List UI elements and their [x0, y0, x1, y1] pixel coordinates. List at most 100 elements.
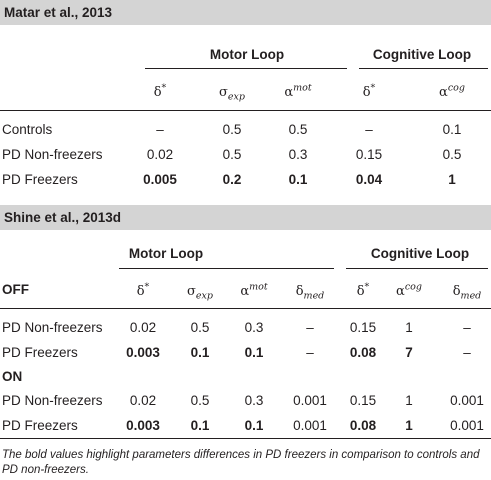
study1-cell: 1	[448, 172, 456, 187]
study2-header-4-superscript: *	[364, 281, 370, 293]
study1-header-2-superscript: mot	[293, 82, 312, 94]
study2-title-band: Shine et al., 2013d	[0, 205, 491, 230]
study1-cell: 0.5	[222, 147, 242, 162]
study2-motor-group-rule	[119, 268, 334, 269]
study2-off-cell: 0.003	[126, 345, 160, 360]
study2-header-1-symbol: σ	[187, 284, 196, 299]
study1-row-label: PD Freezers	[2, 172, 78, 187]
study1-row-label: Controls	[2, 122, 53, 137]
study2-header-6-symbol: δ	[452, 284, 461, 299]
study2-header-4: δ*	[356, 281, 370, 300]
study2-header-6-subscript: med	[460, 290, 482, 302]
study1-cognitive-group-rule	[359, 68, 488, 69]
study1-cell: 0.1	[442, 122, 462, 137]
study2-header-5: αcog	[396, 281, 422, 300]
study1-cell: –	[365, 122, 373, 137]
study1-header-4: αcog	[439, 82, 465, 101]
study2-off-row-label: PD Freezers	[2, 345, 78, 360]
study2-on-cell: 0.1	[190, 418, 210, 433]
study2-header-rule	[0, 308, 491, 309]
study2-off-row-label: PD Non-freezers	[2, 320, 103, 335]
study1-header-3-symbol: δ	[362, 85, 371, 100]
study2-header-1: σexp	[187, 284, 213, 302]
study2-on-cell: 0.15	[349, 393, 377, 408]
study1-cell: 0.1	[288, 172, 308, 187]
study1-motor-group-rule	[145, 68, 347, 69]
study2-off-cell: 0.1	[244, 345, 264, 360]
study1-title-band: Matar et al., 2013	[0, 0, 491, 25]
study1-header-4-symbol: α	[439, 85, 448, 100]
study1-header-1-subscript: exp	[227, 91, 245, 103]
study2-on-label: ON	[2, 369, 23, 384]
study2-on-cell: 0.1	[244, 418, 264, 433]
study2-off-cell: 0.02	[129, 320, 157, 335]
study2-off-cell: –	[306, 320, 314, 335]
study2-off-cell: 0.3	[244, 320, 264, 335]
study2-on-cell: 0.001	[293, 393, 327, 408]
study1-motor-loop-header: Motor Loop	[209, 47, 285, 62]
study1-title: Matar et al., 2013	[4, 5, 113, 20]
study1-header-0-superscript: *	[161, 82, 167, 94]
study2-header-2: αmot	[240, 281, 268, 300]
study1-header-0-symbol: δ	[153, 85, 162, 100]
study2-header-3-symbol: δ	[295, 284, 304, 299]
study2-off-cell: –	[306, 345, 314, 360]
study1-cell: 0.5	[442, 147, 462, 162]
study2-motor-loop-header: Motor Loop	[128, 246, 204, 261]
study2-on-row-label: PD Non-freezers	[2, 393, 103, 408]
table-bottom-rule	[0, 438, 491, 439]
study2-header-3-subscript: med	[303, 290, 325, 302]
study2-on-cell: 0.08	[349, 418, 377, 433]
study2-on-cell: 0.3	[244, 393, 264, 408]
study2-header-4-symbol: δ	[356, 284, 365, 299]
study1-cell: 0.005	[143, 172, 177, 187]
study1-header-3-superscript: *	[370, 82, 376, 94]
study1-cell: 0.04	[355, 172, 383, 187]
study1-row-label: PD Non-freezers	[2, 147, 103, 162]
study1-header-3: δ*	[362, 82, 376, 101]
study1-cell: 0.5	[288, 122, 308, 137]
study2-header-5-superscript: cog	[404, 281, 422, 293]
study1-header-1: σexp	[219, 85, 245, 103]
footnote: The bold values highlight parameters dif…	[2, 449, 480, 476]
study2-header-0-symbol: δ	[136, 284, 145, 299]
study2-cognitive-loop-header: Cognitive Loop	[370, 246, 470, 261]
study2-header-0: δ*	[136, 281, 150, 300]
study2-off-cell: 0.5	[190, 320, 210, 335]
study1-cell: 0.2	[222, 172, 242, 187]
study2-title: Shine et al., 2013d	[4, 210, 122, 225]
study2-off-label: OFF	[2, 282, 29, 297]
study2-on-row-label: PD Freezers	[2, 418, 78, 433]
study1-cell: 0.15	[355, 147, 383, 162]
study1-cell: 0.5	[222, 122, 242, 137]
study2-on-cell: 0.02	[129, 393, 157, 408]
study2-on-cell: 1	[405, 418, 413, 433]
study2-off-cell: 1	[405, 320, 413, 335]
study2-on-cell: 0.003	[126, 418, 160, 433]
study2-cognitive-group-rule	[346, 268, 488, 269]
study1-header-2: αmot	[284, 82, 312, 101]
study2-header-1-subscript: exp	[195, 290, 213, 302]
study2-header-0-superscript: *	[144, 281, 150, 293]
study2-off-cell: –	[463, 345, 471, 360]
study2-on-cell: 0.001	[293, 418, 327, 433]
study1-cell: 0.02	[146, 147, 174, 162]
study1-cognitive-loop-header: Cognitive Loop	[372, 47, 472, 62]
study1-cell: 0.3	[288, 147, 308, 162]
study2-on-cell: 0.001	[450, 393, 484, 408]
study2-off-cell: 7	[405, 345, 413, 360]
study1-header-2-symbol: α	[284, 85, 294, 100]
study2-header-3: δmed	[295, 284, 325, 302]
study1-header-4-superscript: cog	[447, 82, 465, 94]
study2-on-cell: 0.5	[190, 393, 210, 408]
study2-header-2-symbol: α	[240, 284, 250, 299]
study1-header-0: δ*	[153, 82, 167, 101]
study2-off-cell: 0.08	[349, 345, 377, 360]
study2-header-2-superscript: mot	[249, 281, 268, 293]
study2-off-cell: 0.1	[190, 345, 210, 360]
study1-header-rule	[0, 110, 491, 111]
study2-off-cell: 0.15	[349, 320, 377, 335]
study2-header-5-symbol: α	[396, 284, 405, 299]
study2-on-cell: 0.001	[450, 418, 484, 433]
study2-on-cell: 1	[405, 393, 413, 408]
